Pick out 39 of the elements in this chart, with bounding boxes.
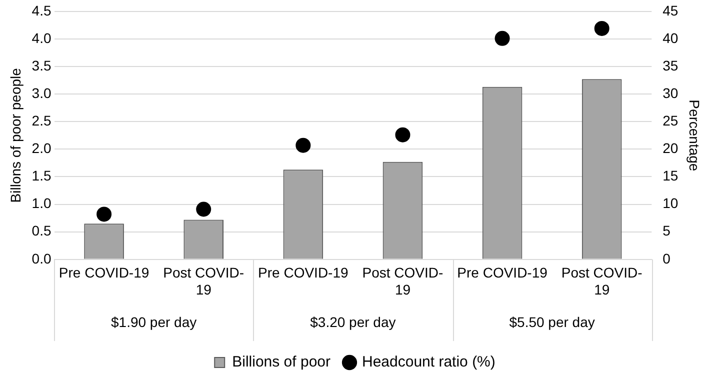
y2-tick-label: 25 (662, 112, 678, 128)
x-tick-label: Post COVID-19 (362, 264, 444, 298)
point (196, 202, 212, 217)
y2-tick-label: 15 (662, 168, 678, 184)
y-axis-title: Billons of poor people (7, 68, 24, 203)
text: $5.50 per day (509, 314, 595, 330)
y-tick-label: 2.0 (32, 140, 52, 156)
point (594, 20, 610, 36)
legend-label: Billions of poor (232, 354, 330, 371)
x-tick-label: Pre COVID-19 (457, 264, 548, 281)
y-tick-label: 0.0 (32, 250, 52, 266)
y-tick-label: 1.5 (32, 168, 52, 184)
x-tick-label: Pre COVID-19 (58, 264, 150, 281)
y-tick-label: 3.0 (32, 84, 52, 101)
x-tick-label: Pre COVID-19 (258, 264, 348, 281)
y-tick-label: 4.5 (32, 2, 52, 18)
y2-tick-label: 20 (662, 140, 678, 156)
x-tick-label: Post COVID-19 (561, 264, 643, 298)
point (494, 30, 510, 46)
y2-tick-label: 10 (662, 195, 678, 212)
y2-tick-label: 45 (662, 2, 678, 18)
y-tick-label: 4.0 (32, 30, 52, 46)
y-tick-label: 0.5 (32, 222, 52, 239)
y2-tick-label: 0 (662, 250, 671, 266)
y2-tick-label: 35 (662, 57, 678, 74)
legend-label: Headcount ratio (%) (362, 354, 496, 371)
x-tick-label: Post COVID-19 (163, 264, 244, 298)
y-tick-label: 2.5 (32, 112, 52, 128)
text: $3.20 per day (310, 314, 396, 330)
y2-tick-label: 30 (662, 84, 678, 101)
point (96, 206, 112, 222)
y2-tick-label: 5 (662, 222, 671, 239)
y-tick-label: 1.0 (32, 195, 52, 212)
text: $1.90 per day (111, 314, 197, 330)
point (296, 138, 311, 153)
y-tick-label: 3.5 (32, 57, 52, 74)
y2-tick-label: 40 (662, 30, 678, 46)
point (395, 127, 410, 142)
y2-axis-title: Percentage (686, 100, 703, 172)
